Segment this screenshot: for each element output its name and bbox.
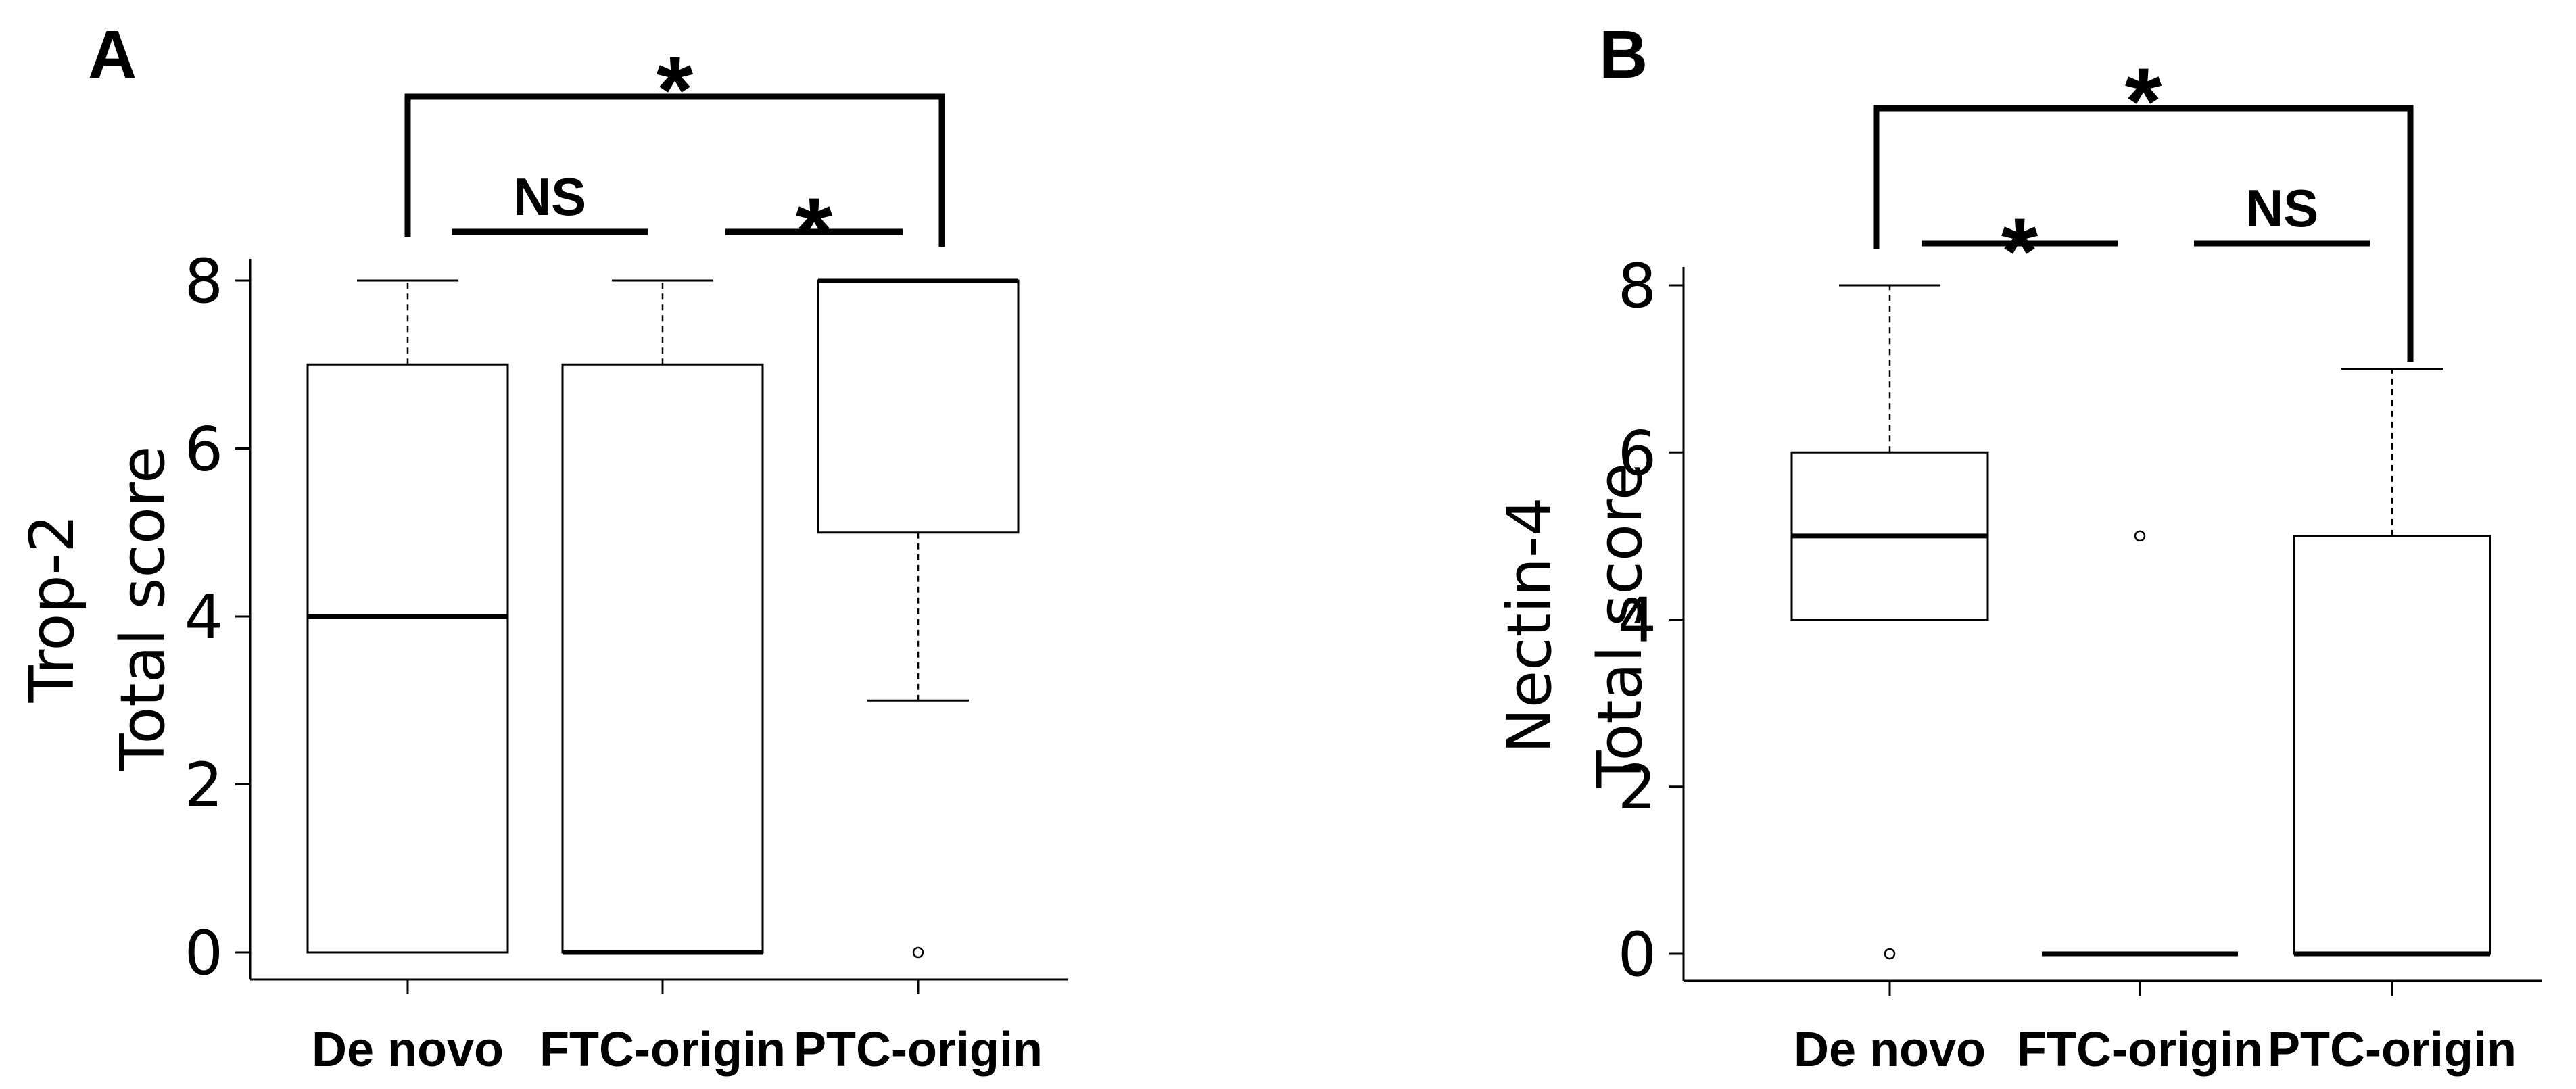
y-tick-label: 8: [185, 246, 223, 317]
x-category-label: De novo: [1794, 1023, 1986, 1077]
x-category-label: FTC-origin: [2017, 1023, 2263, 1077]
box: [306, 363, 509, 954]
significance-bracket: [404, 93, 945, 247]
outlier-point: [912, 946, 924, 959]
y-tick-label: 6: [1618, 418, 1656, 489]
panel-label: A: [88, 17, 137, 93]
significance-label: *: [2125, 48, 2162, 154]
box: [2293, 535, 2491, 955]
panel-b: B 0 2 4 6 8 Nectin-4 Total score De novo FTC-orig…: [1494, 17, 2542, 1077]
y-tick-label: 2: [1618, 752, 1656, 823]
significance-label: *: [796, 178, 833, 284]
significance-label: *: [657, 37, 694, 143]
box: [561, 363, 764, 954]
y-tick-label: 6: [185, 414, 223, 485]
outlier-point: [1884, 948, 1896, 960]
y-axis-title: Trop-2: [17, 514, 88, 704]
panel-a: A 0 2 4 6 8 Trop-2 Total score De novo FTC-origin…: [17, 17, 1068, 1077]
significance-label: NS: [2245, 178, 2318, 238]
y-tick-label: 8: [1618, 251, 1656, 322]
y-tick-label: 2: [185, 750, 223, 821]
y-tick-label: 0: [1618, 919, 1656, 990]
significance-bracket: [1873, 105, 2414, 362]
significance-label: NS: [513, 167, 586, 226]
x-category-label: PTC-origin: [2268, 1023, 2517, 1077]
panel-label: B: [1599, 17, 1648, 93]
x-category-label: FTC-origin: [540, 1023, 786, 1077]
y-axis-title: Total score: [1585, 463, 1656, 789]
y-axis-title: Nectin-4: [1494, 497, 1565, 753]
outlier-point: [2134, 530, 2146, 542]
significance-label: *: [2001, 198, 2038, 304]
y-axis-title: Total score: [108, 446, 178, 772]
x-category-label: De novo: [312, 1023, 504, 1077]
y-tick-label: 0: [185, 918, 223, 989]
box: [817, 279, 1020, 534]
x-category-label: PTC-origin: [794, 1023, 1043, 1077]
y-tick-label: 4: [1618, 585, 1656, 656]
y-tick-label: 4: [185, 582, 223, 653]
